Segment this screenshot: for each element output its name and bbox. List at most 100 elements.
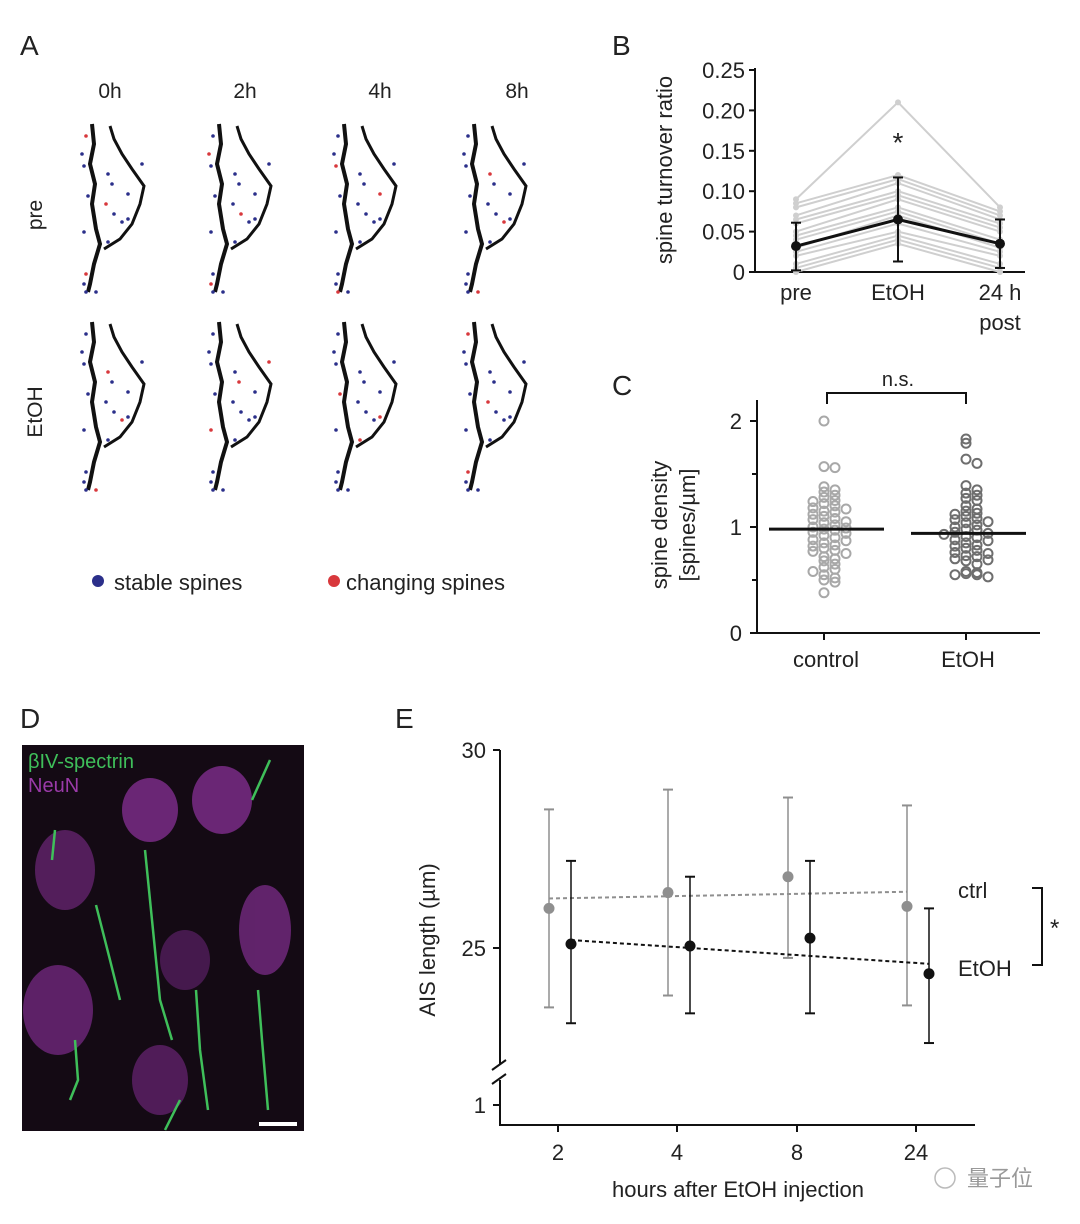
data-point: [960, 537, 972, 549]
dendrite-trunk: [86, 321, 103, 491]
data-point: [840, 535, 852, 547]
x-tick-label: EtOH: [941, 647, 995, 672]
stable-spine: [233, 172, 237, 176]
stable-spine: [492, 380, 496, 384]
x-tick-label: 2: [552, 1140, 564, 1165]
data-point: [971, 519, 983, 531]
axis-lines: [756, 400, 1040, 634]
stable-spine: [508, 192, 512, 196]
changing-spine: [104, 202, 108, 206]
stable-spine: [336, 134, 340, 138]
stable-spine: [378, 217, 382, 221]
stable-spine: [488, 438, 492, 442]
x-tick-label: control: [793, 647, 859, 672]
data-point: [818, 415, 830, 427]
changing-spine: [466, 470, 470, 474]
significance-asterisk: *: [893, 127, 904, 158]
stable-spine: [464, 230, 468, 234]
stable-spine: [209, 230, 213, 234]
neuron-soma: [239, 885, 291, 975]
data-point: [684, 940, 696, 952]
data-point: [829, 506, 841, 518]
stable-spine: [84, 290, 88, 294]
stable-spine: [94, 290, 98, 294]
stable-spine: [334, 282, 338, 286]
stable-spine: [508, 217, 512, 221]
changing-spine: [486, 400, 490, 404]
stable-spine: [392, 162, 396, 166]
y-tick-label: 25: [462, 936, 486, 961]
data-point: [807, 540, 819, 552]
mean-point: [791, 241, 801, 252]
changing-spine: [106, 370, 110, 374]
data-point: [949, 521, 961, 533]
stable-spine: [332, 350, 336, 354]
row-label-etoh: EtOH: [24, 386, 47, 437]
stable-spine: [82, 428, 86, 432]
data-point: [971, 569, 983, 581]
stable-spine: [209, 164, 213, 168]
neuron-soma: [122, 778, 178, 842]
stable-spine: [364, 212, 368, 216]
neuron-soma: [23, 965, 93, 1055]
dendrite-branch: [103, 125, 146, 251]
dendrite-trunk: [468, 321, 485, 491]
dendrite-branch: [103, 323, 146, 449]
data-point: [971, 457, 983, 469]
stable-spine: [253, 390, 257, 394]
stable-spine: [346, 290, 350, 294]
stable-spine: [211, 290, 215, 294]
data-point: [960, 510, 972, 522]
data-point: [971, 507, 983, 519]
panel-label-a: A: [20, 30, 39, 61]
stable-spine: [211, 332, 215, 336]
stable-spine: [106, 438, 110, 442]
stable-spine: [464, 362, 468, 366]
panel-a-dendrites: 0h 2h 4h 8h pre EtOH stable spines chang…: [24, 80, 529, 595]
data-point: [818, 510, 830, 522]
x-tick-label: 24 h: [979, 280, 1022, 305]
time-label: 0h: [98, 80, 121, 103]
dendrite-trunk: [213, 321, 230, 491]
stable-spine: [209, 362, 213, 366]
data-point: [982, 535, 994, 547]
changing-spines-legend-dot: [328, 575, 340, 587]
stable-spine: [464, 480, 468, 484]
stable-spine: [356, 400, 360, 404]
stable-spine: [464, 282, 468, 286]
data-point: [960, 480, 972, 492]
dendrite-trunk: [86, 123, 103, 293]
panel-label-b: B: [612, 30, 631, 61]
changing-spine: [267, 360, 271, 364]
stable-spine: [106, 172, 110, 176]
stable-spine: [488, 370, 492, 374]
data-point: [949, 514, 961, 526]
data-point: [960, 517, 972, 529]
data-point: [807, 496, 819, 508]
time-label: 4h: [368, 80, 391, 103]
changing-spine: [338, 392, 342, 396]
data-point: [807, 534, 819, 546]
changing-spine: [84, 134, 88, 138]
stable-spine: [237, 182, 241, 186]
data-point: [818, 481, 830, 493]
stable-spine: [466, 290, 470, 294]
legend-stable: stable spines: [114, 570, 242, 595]
stable-spine: [84, 332, 88, 336]
x-tick-label: 24: [904, 1140, 928, 1165]
stable-spine: [82, 282, 86, 286]
data-point: [829, 572, 841, 584]
changing-spine: [378, 415, 382, 419]
stable-spine: [86, 194, 90, 198]
data-point: [960, 568, 972, 580]
y-axis-label: [spines/µm]: [675, 469, 700, 582]
y-tick-label: 2: [730, 409, 742, 434]
panel-label-e: E: [395, 703, 414, 734]
data-point: [804, 932, 816, 944]
data-point: [818, 587, 830, 599]
changing-spine: [334, 164, 338, 168]
data-point: [829, 513, 841, 525]
stable-spine: [80, 350, 84, 354]
dendrite-drawing: [207, 123, 273, 294]
mean-point: [995, 238, 1005, 249]
